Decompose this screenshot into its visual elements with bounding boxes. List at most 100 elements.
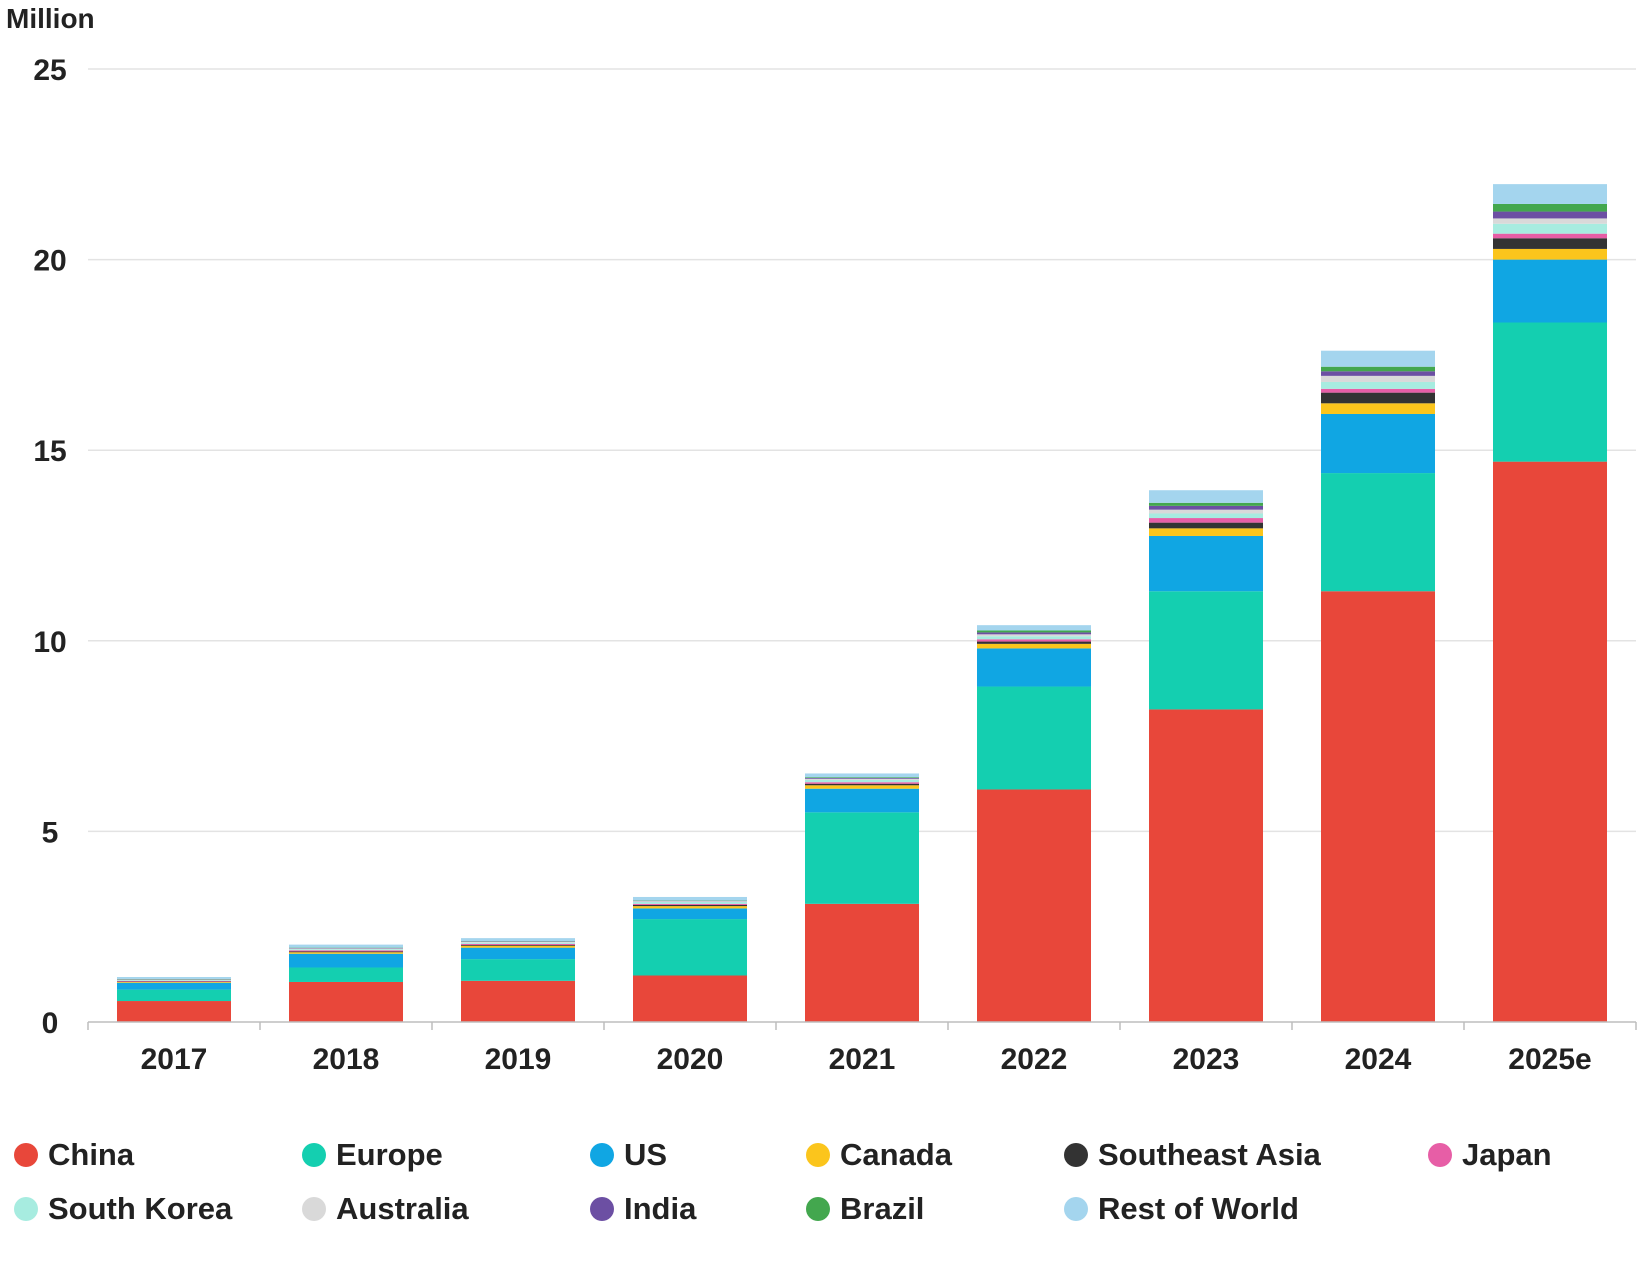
x-tick-label: 2017 xyxy=(141,1043,208,1076)
bar-segment xyxy=(1149,509,1263,514)
bar-segment xyxy=(1149,513,1263,519)
bar-stack-2018 xyxy=(289,944,403,1022)
bar-segment xyxy=(1149,522,1263,529)
x-tick-label: 2023 xyxy=(1173,1043,1240,1076)
legend-swatch xyxy=(1064,1143,1088,1167)
bar-segment xyxy=(1321,403,1435,414)
bar-stack-2020 xyxy=(633,896,747,1022)
bar-segment xyxy=(1493,184,1607,204)
legend-swatch xyxy=(590,1197,614,1221)
bar-segment xyxy=(1493,233,1607,239)
bar-segment xyxy=(977,625,1091,631)
bar-segment xyxy=(1321,371,1435,376)
bar-segment xyxy=(805,785,919,789)
legend-label: Southeast Asia xyxy=(1098,1137,1321,1172)
legend-item: Canada xyxy=(806,1137,1064,1172)
bar-segment xyxy=(633,906,747,909)
bar-segment xyxy=(977,634,1091,637)
bar-segment xyxy=(1493,461,1607,1022)
bar-segment xyxy=(289,952,403,954)
bar-segment xyxy=(289,949,403,951)
legend-label: China xyxy=(48,1137,135,1172)
bar-segment xyxy=(977,632,1091,635)
legend-item: Rest of World xyxy=(1064,1191,1428,1226)
bar-segment xyxy=(289,948,403,950)
legend-swatch xyxy=(302,1143,326,1167)
bar-segment xyxy=(633,896,747,901)
bar-segment xyxy=(117,981,231,983)
bar-segment xyxy=(1493,322,1607,462)
bar-segment xyxy=(1493,259,1607,323)
legend-item: China xyxy=(14,1137,302,1172)
y-tick-label: 15 xyxy=(33,435,66,468)
bar-segment xyxy=(1149,490,1263,503)
bar-segment xyxy=(117,989,231,1002)
bar-segment xyxy=(289,951,403,953)
bar-segment xyxy=(289,944,403,948)
bar-segment xyxy=(633,901,747,902)
bar-segment xyxy=(1321,591,1435,1022)
bar-segment xyxy=(805,783,919,786)
legend-label: South Korea xyxy=(48,1191,233,1226)
bar-segment xyxy=(1493,248,1607,260)
legend-swatch xyxy=(14,1143,38,1167)
bar-segment xyxy=(633,975,747,1022)
bar-segment xyxy=(1321,350,1435,367)
bar-segment xyxy=(805,778,919,780)
bar-segment xyxy=(461,942,575,944)
bar-segment xyxy=(1149,709,1263,1022)
bar-segment xyxy=(633,903,747,905)
bar-segment xyxy=(977,789,1091,1022)
legend-item: Japan xyxy=(1428,1137,1628,1172)
bar-segment xyxy=(461,944,575,946)
x-axis-ticks: 2017 2018 2019 2020 2021 2022 2023 2024 2025e xyxy=(141,1043,1592,1076)
bar-segment xyxy=(633,919,747,976)
legend-swatch xyxy=(1064,1197,1088,1221)
x-tick-label: 2025e xyxy=(1508,1043,1591,1076)
bar-segment xyxy=(805,778,919,779)
bar-segment xyxy=(805,903,919,1022)
bar-stack-2019 xyxy=(461,938,575,1022)
legend-item: Europe xyxy=(302,1137,590,1172)
bar-segment xyxy=(1149,528,1263,536)
legend-label: India xyxy=(624,1191,697,1226)
bar-segment xyxy=(977,648,1091,687)
legend-item: US xyxy=(590,1137,806,1172)
legend-swatch xyxy=(806,1143,830,1167)
bar-segment xyxy=(461,945,575,948)
bar-stack-2021 xyxy=(805,773,919,1022)
y-tick-label: 0 xyxy=(42,1007,59,1040)
bar-segment xyxy=(977,636,1091,640)
bar-segment xyxy=(805,779,919,783)
bar-segment xyxy=(1321,375,1435,382)
bar-segment xyxy=(805,812,919,904)
bar-segment xyxy=(1493,238,1607,249)
bar-stack-2025e xyxy=(1493,184,1607,1022)
legend-item: Australia xyxy=(302,1191,590,1226)
bar-segment xyxy=(1493,211,1607,219)
legend-label: Rest of World xyxy=(1098,1191,1299,1226)
legend-item: Brazil xyxy=(806,1191,1064,1226)
bar-segment xyxy=(289,950,403,952)
bar-segment xyxy=(805,788,919,813)
bar-segment xyxy=(117,1001,231,1022)
legend-label: US xyxy=(624,1137,668,1172)
bar-segment xyxy=(461,947,575,960)
bar-segment xyxy=(1493,218,1607,224)
bar-segment xyxy=(1493,203,1607,212)
bar-segment xyxy=(1321,473,1435,592)
legend-item: India xyxy=(590,1191,806,1226)
legend-label: Japan xyxy=(1462,1137,1552,1172)
bar-segment xyxy=(805,773,919,778)
bar-stack-2023 xyxy=(1149,490,1263,1022)
bar-segment xyxy=(461,943,575,945)
bar-segment xyxy=(1321,366,1435,372)
legend-swatch xyxy=(1428,1143,1452,1167)
bar-segment xyxy=(289,967,403,982)
bar-segment xyxy=(117,977,231,979)
bar-segment xyxy=(1321,413,1435,474)
legend-label: Brazil xyxy=(840,1191,925,1226)
bar-segment xyxy=(461,941,575,943)
y-tick-label: 10 xyxy=(33,626,66,659)
